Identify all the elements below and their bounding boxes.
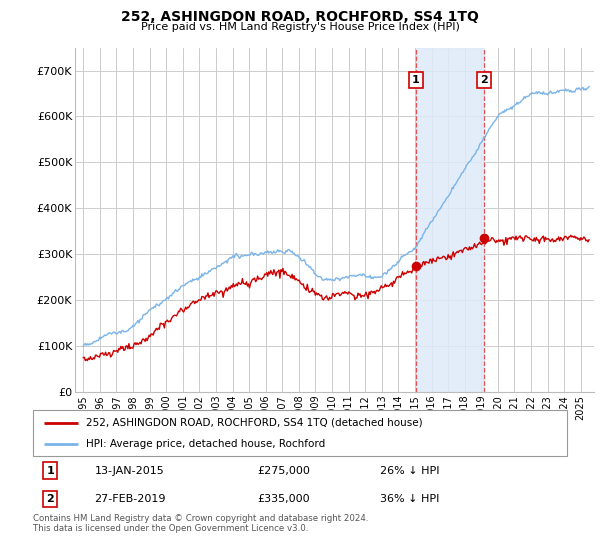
FancyBboxPatch shape [33,410,567,456]
Text: £275,000: £275,000 [257,465,310,475]
Text: Price paid vs. HM Land Registry's House Price Index (HPI): Price paid vs. HM Land Registry's House … [140,22,460,32]
Text: 1: 1 [412,74,419,85]
Text: 13-JAN-2015: 13-JAN-2015 [94,465,164,475]
Text: £335,000: £335,000 [257,494,310,505]
Bar [416,48,484,392]
Text: 2: 2 [480,74,488,85]
Text: 2: 2 [46,494,54,505]
Text: 252, ASHINGDON ROAD, ROCHFORD, SS4 1TQ (detached house): 252, ASHINGDON ROAD, ROCHFORD, SS4 1TQ (… [86,418,423,428]
Text: 36% ↓ HPI: 36% ↓ HPI [380,494,439,505]
Text: 1: 1 [46,465,54,475]
Text: 27-FEB-2019: 27-FEB-2019 [94,494,166,505]
Text: 252, ASHINGDON ROAD, ROCHFORD, SS4 1TQ: 252, ASHINGDON ROAD, ROCHFORD, SS4 1TQ [121,10,479,24]
Text: 26% ↓ HPI: 26% ↓ HPI [380,465,440,475]
Text: Contains HM Land Registry data © Crown copyright and database right 2024.
This d: Contains HM Land Registry data © Crown c… [33,514,368,534]
Text: HPI: Average price, detached house, Rochford: HPI: Average price, detached house, Roch… [86,439,326,449]
